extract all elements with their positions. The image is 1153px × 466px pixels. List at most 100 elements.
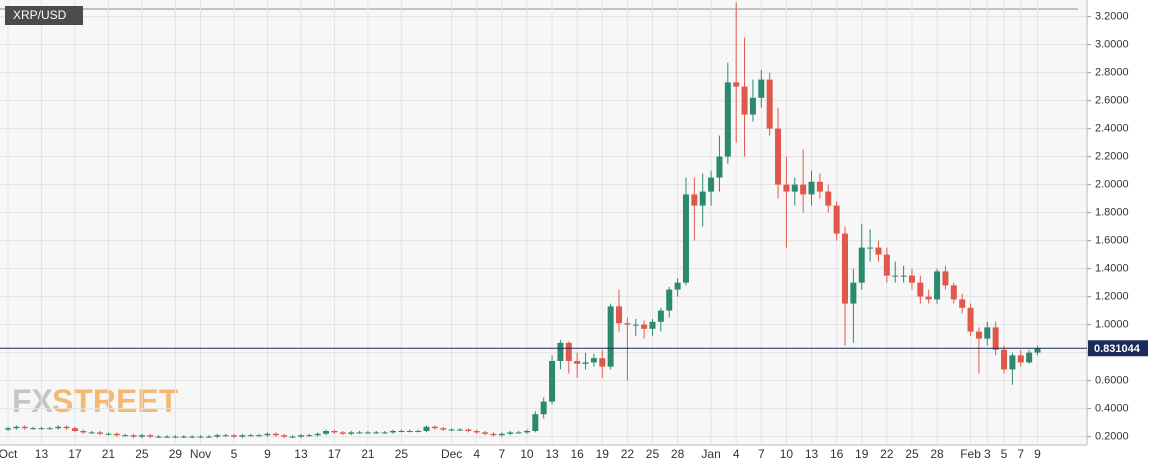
x-tick-label: 9 [1034,447,1041,461]
candle-body [574,361,581,364]
candle-body [557,342,564,361]
candle-body [189,436,196,438]
candle-body [30,428,37,430]
candle-body [239,435,246,437]
x-tick-label: 25 [395,447,409,461]
candle-body [883,254,890,276]
candle-body [63,426,70,429]
candle-body [708,177,715,192]
candle-body [590,358,597,363]
watermark-fx: FX [12,383,54,419]
candle-body [264,433,271,436]
candle-body [733,82,740,87]
candle-body [138,435,145,437]
candle-body [456,429,463,431]
candle-body [549,361,556,402]
candle-body [13,426,20,429]
x-tick-label: 5 [231,447,238,461]
candle-body [46,428,53,430]
last-price-label: 0.831044 [1094,343,1141,355]
candle-body [942,271,949,286]
x-tick-label: 17 [68,447,82,461]
y-tick-label: 1.4000 [1095,263,1129,275]
candle-body [674,282,681,290]
candle-body [607,306,614,367]
candle-body [1001,349,1008,370]
candle-body [256,435,263,437]
x-tick-label: 5 [1001,447,1008,461]
candle-body [749,97,756,115]
candle-body [691,194,698,206]
last-price-box [1088,340,1148,357]
y-tick-label: 3.0000 [1095,39,1129,51]
candle-body [515,432,522,434]
candle-body [381,432,388,434]
x-tick-label: Feb [960,447,981,461]
candle-body [1017,355,1024,363]
candle-body [875,247,882,255]
candle-body [364,432,371,434]
candle-body [306,435,313,437]
candle-body [649,321,656,329]
candle-body [825,191,832,206]
plot-area [0,0,1087,445]
x-tick-label: 9 [264,447,271,461]
x-tick-label: 19 [855,447,869,461]
x-tick-label: 21 [102,447,116,461]
candle-body [858,247,865,283]
candle-body [180,436,187,438]
y-tick-label: 1.2000 [1095,291,1129,303]
candle-body [113,433,120,436]
candle-body [423,426,430,431]
candle-body [1026,352,1033,363]
candle-body [842,233,848,304]
candle-body [816,181,823,192]
x-tick-label: 3 [984,447,991,461]
candle-body [975,331,982,339]
y-tick-label: 0.6000 [1095,375,1129,387]
candle-body [766,79,773,129]
candle-body [808,181,815,195]
candle-body [666,289,673,311]
candle-body [791,184,798,192]
candle-body [523,431,530,433]
candle-body [532,414,539,431]
candle-body [908,275,915,283]
candle-body [724,82,731,157]
candle-body [1034,348,1041,353]
candle-body [339,432,346,434]
candle-body [867,247,874,249]
candle-body [314,433,321,436]
candle-body [565,342,572,361]
legend-box [5,6,83,25]
x-tick-label: Dec [441,447,462,461]
candle-body [624,323,631,325]
candle-body [682,194,689,283]
candle-body [348,432,355,434]
y-tick-label: 3.2000 [1095,11,1129,23]
candle-body [967,307,974,332]
candle-body [390,431,397,433]
candle-body [130,435,137,437]
x-tick-label: 10 [520,447,534,461]
x-tick-label: 17 [328,447,342,461]
candle-body [540,401,547,415]
candle-body [783,184,790,192]
candle-body [440,428,447,430]
y-tick-label: 1.0000 [1095,319,1129,331]
x-tick-label: 13 [35,447,49,461]
x-tick-label: Nov [190,447,211,461]
legend-label: XRP/USD [13,8,67,22]
candle-body [281,435,288,437]
candle-body [490,433,497,436]
x-tick-label: 28 [930,447,944,461]
x-tick-label: 22 [621,447,635,461]
candle-body [950,285,957,300]
x-tick-label: 13 [545,447,559,461]
y-tick-label: 1.8000 [1095,207,1129,219]
x-tick-label: 19 [596,447,610,461]
candle-body [415,431,422,432]
candle-body [1009,355,1016,370]
candle-body [758,79,765,98]
